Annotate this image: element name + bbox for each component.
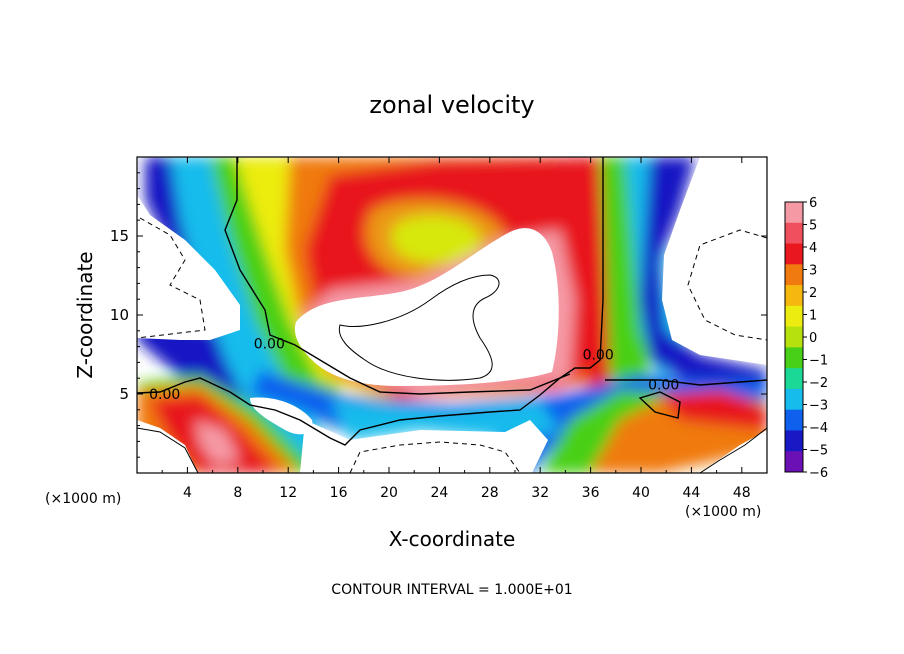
zero-contour-west (137, 157, 604, 446)
colorbar-label: −2 (809, 376, 828, 391)
x-unit-left: (×1000 m) (45, 491, 121, 507)
contour-label: 0.00 (583, 348, 614, 364)
colorbar-swatch (785, 451, 803, 473)
x-tick-label: 24 (430, 485, 448, 501)
x-tick-label: 12 (279, 485, 297, 501)
negative-contour-ne (687, 229, 767, 341)
colorbar-label: 4 (809, 241, 817, 256)
x-tick-label: 32 (531, 485, 549, 501)
x-tick-label: 36 (582, 485, 600, 501)
zero-contour-east (605, 379, 767, 386)
x-tick-label: 28 (481, 485, 499, 501)
west-white-pocket (250, 397, 313, 435)
y-tick-label: 10 (110, 306, 129, 324)
contour-label: 0.00 (149, 387, 180, 403)
colorbar-swatch (785, 243, 803, 265)
sw-white-region (137, 420, 198, 473)
ne-white-region (662, 157, 767, 365)
west-band-green (210, 157, 340, 430)
contour-interval-note: CONTOUR INTERVAL = 1.000E+01 (331, 582, 572, 598)
colorbar-swatch (785, 222, 803, 245)
colorbar-label: 0 (809, 331, 817, 346)
low-cyan-trough (330, 400, 560, 440)
colorbar-label: −4 (809, 421, 828, 436)
colorbar-swatch (785, 202, 803, 224)
x-tick-label: 8 (233, 485, 242, 501)
zero-contour-upper (224, 157, 571, 395)
colorbar-swatch (785, 388, 803, 411)
negative-contour-nw (137, 217, 206, 339)
x-tick-label: 16 (330, 485, 348, 501)
zero-contours (137, 157, 767, 473)
contour-label: 0.00 (254, 336, 285, 352)
negative-contour-low (349, 441, 521, 473)
zero-contour-east-loop (638, 391, 681, 419)
y-tick-label: 15 (110, 227, 129, 245)
calm-region-white (294, 228, 559, 386)
colorbar-swatch (785, 347, 803, 369)
surface-west-pink (195, 420, 240, 465)
colorbar-swatch (785, 368, 803, 390)
y-axis-label: Z-coordinate (73, 251, 97, 378)
surface-contour-se (699, 427, 767, 473)
colorbar-swatch (785, 409, 803, 431)
colorbar-swatch (785, 305, 803, 328)
colorbar-label: −3 (809, 399, 828, 414)
plot-area: 0.00 0.00 0.00 0.00 (136, 156, 768, 474)
x-tick-label: 48 (733, 485, 751, 501)
nw-white-region (137, 195, 240, 340)
velocity-field: 0.00 0.00 0.00 0.00 (137, 157, 767, 473)
y-tick-label: 5 (119, 385, 129, 403)
colorbar-swatch (785, 264, 803, 286)
x-axis-label: X-coordinate (389, 527, 516, 551)
colorbar-label: 3 (809, 264, 817, 279)
colorbar-label: −1 (809, 354, 828, 369)
colorbar: 6 5 4 3 2 1 0 −1 −2 −3 −4 −5 −6 (784, 196, 828, 481)
colorbar-label: 6 (809, 196, 817, 211)
x-tick-label: 40 (632, 485, 650, 501)
inner-contour (338, 274, 500, 381)
contour-labels: 0.00 0.00 0.00 0.00 (149, 336, 679, 403)
colorbar-label: 2 (809, 286, 817, 301)
x-tick-label: 4 (183, 485, 192, 501)
surface-east-red (660, 390, 767, 430)
colorbar-swatch (785, 326, 803, 348)
x-axis-ticks: 4 8 12 16 20 24 28 32 36 40 44 48 (161, 157, 751, 501)
colorbar-label: −6 (809, 466, 828, 481)
x-unit-right: (×1000 m) (685, 504, 761, 520)
colorbar-label: −5 (809, 444, 828, 459)
y-axis-ticks: 5 10 15 (110, 172, 767, 458)
chart-title: zonal velocity (369, 91, 534, 119)
x-tick-label: 44 (682, 485, 700, 501)
colorbar-label: 5 (809, 219, 817, 234)
low-white-band (300, 420, 548, 473)
contour-label: 0.00 (648, 378, 679, 394)
colorbar-swatch (785, 285, 803, 307)
colorbar-swatch (785, 430, 803, 452)
surface-contour-sw (137, 427, 199, 473)
x-tick-label: 20 (380, 485, 398, 501)
colorbar-label: 1 (809, 309, 817, 324)
